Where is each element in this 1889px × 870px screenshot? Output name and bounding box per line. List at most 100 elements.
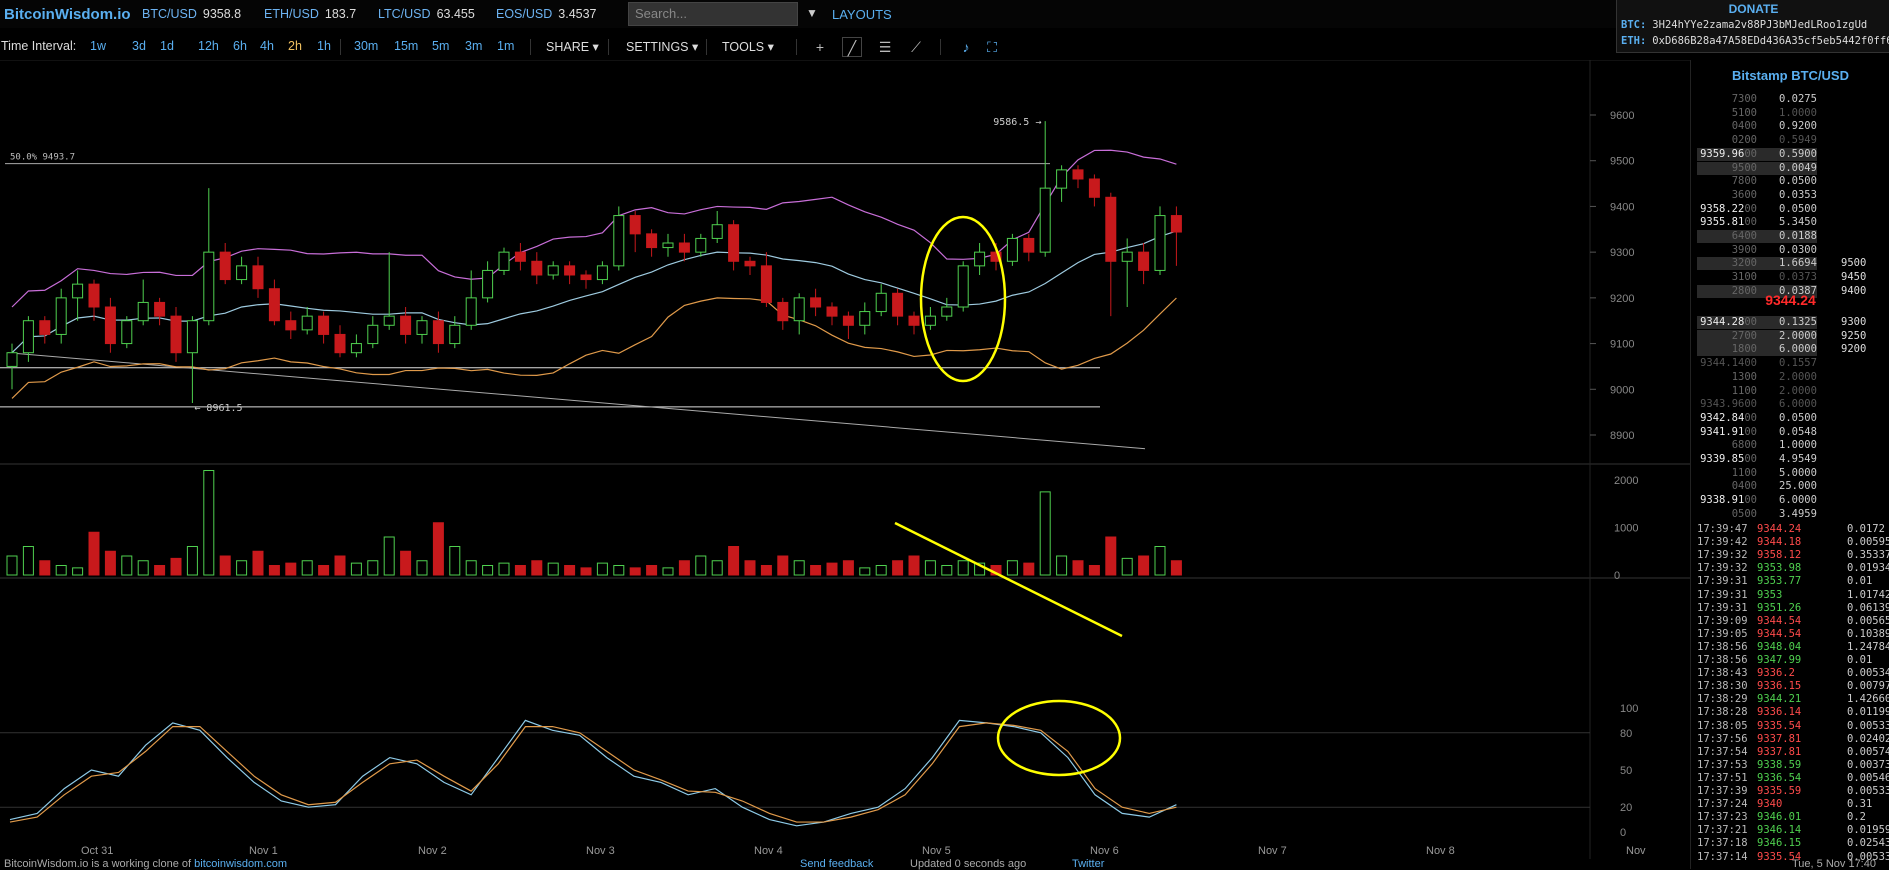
trade-amount: 0.31 xyxy=(1847,798,1873,811)
fib-tool-icon[interactable]: ⟋ xyxy=(911,39,921,55)
candle-body xyxy=(350,343,362,354)
candle-body xyxy=(186,320,198,354)
interval-5m[interactable]: 5m xyxy=(432,39,450,53)
volume-bar xyxy=(6,555,18,576)
crosshair-icon[interactable]: + xyxy=(815,39,825,55)
trade-amount: 0.00546 xyxy=(1847,771,1889,784)
trade-price: 9344.54 xyxy=(1757,614,1802,627)
order-amount: 0.0188 xyxy=(1779,230,1817,242)
volume-bar xyxy=(842,560,854,576)
candle-body xyxy=(990,251,1002,262)
interval-15m[interactable]: 15m xyxy=(394,39,419,53)
interval-1d[interactable]: 1d xyxy=(160,39,174,53)
twitter-link[interactable]: Twitter xyxy=(1072,858,1105,870)
volume-bar xyxy=(1154,546,1166,576)
trade-row: 17:39:31 9353.77 0.01 xyxy=(1697,575,1887,588)
volume-bar xyxy=(432,522,444,576)
volume-bar xyxy=(482,565,494,576)
y-tick-label: 9000 xyxy=(1610,384,1634,396)
trade-time: 17:38:30 xyxy=(1697,680,1748,693)
trade-price: 9335.54 xyxy=(1757,719,1802,732)
settings-menu[interactable]: SETTINGS ▾ xyxy=(626,40,699,54)
stoch-tick-label: 20 xyxy=(1620,802,1632,814)
candle-body xyxy=(613,215,625,267)
candle-body xyxy=(170,315,182,354)
ask-row: 2800 0.0387 9400 xyxy=(1691,284,1889,298)
candle-body xyxy=(547,265,559,276)
candle-body xyxy=(154,301,166,317)
interval-1h[interactable]: 1h xyxy=(317,39,331,53)
order-amount: 6.0000 xyxy=(1779,494,1817,507)
order-amount: 0.0387 xyxy=(1779,284,1817,297)
trade-price: 9346.01 xyxy=(1757,811,1802,824)
interval-3d[interactable]: 3d xyxy=(132,39,146,53)
trade-time: 17:39:09 xyxy=(1697,614,1748,627)
interval-4h[interactable]: 4h xyxy=(260,39,274,53)
toolbar-divider xyxy=(608,39,609,55)
candle-body xyxy=(695,237,707,253)
candle-body xyxy=(416,320,428,335)
ticker-eth[interactable]: ETH/USD 183.7 xyxy=(264,7,357,21)
horizontal-lines-icon[interactable]: ☰ xyxy=(878,39,892,55)
volume-bar xyxy=(564,565,576,576)
ticker-eos[interactable]: EOS/USD 3.4537 xyxy=(496,7,597,21)
low-label: ← 8961.5 xyxy=(194,403,242,414)
share-menu[interactable]: SHARE ▾ xyxy=(546,40,599,54)
candle-body xyxy=(728,224,740,262)
volume-bar xyxy=(531,560,543,576)
interval-2h[interactable]: 2h xyxy=(288,39,302,53)
order-price: 2700 xyxy=(1731,329,1757,342)
footer-source-link[interactable]: bitcoinwisdom.com xyxy=(194,858,288,870)
trade-price: 9347.99 xyxy=(1757,654,1802,666)
candle-body xyxy=(842,315,854,326)
ask-row: 0400 0.9200 xyxy=(1691,120,1889,133)
clock: Tue, 5 Nov 17:40 xyxy=(1792,858,1876,870)
candle-body xyxy=(482,269,494,299)
interval-1w[interactable]: 1w xyxy=(90,39,106,53)
trade-time: 17:37:23 xyxy=(1697,811,1748,824)
line-draw-icon[interactable]: ╱ xyxy=(842,37,862,57)
fullscreen-icon[interactable]: ⛶ xyxy=(987,39,997,55)
logo[interactable]: BitcoinWisdom.io xyxy=(4,6,131,23)
interval-3m[interactable]: 3m xyxy=(465,39,483,53)
ask-row: 9500 0.0049 xyxy=(1691,161,1889,175)
y-tick-label: 9600 xyxy=(1610,110,1634,122)
trade-time: 17:39:31 xyxy=(1697,575,1748,588)
tools-menu[interactable]: TOOLS ▾ xyxy=(722,40,774,54)
trade-amount: 0.00797 xyxy=(1847,680,1889,693)
interval-12h[interactable]: 12h xyxy=(198,39,219,53)
ticker-ltc[interactable]: LTC/USD 63.455 xyxy=(378,7,475,21)
candle-body xyxy=(1056,169,1068,189)
order-price: 9344.1400 xyxy=(1700,357,1757,370)
interval-30m[interactable]: 30m xyxy=(354,39,379,53)
order-price: 9339.8500 xyxy=(1700,453,1757,465)
search-dropdown-icon[interactable]: ▼ xyxy=(806,6,818,20)
ticker-btc[interactable]: BTC/USD 9358.8 xyxy=(142,7,242,21)
candle-body xyxy=(760,265,772,303)
interval-1m[interactable]: 1m xyxy=(497,39,515,53)
candle-body xyxy=(1023,237,1035,253)
price-chart[interactable]: 9600950094009300920091009000890020001000… xyxy=(0,60,1690,859)
candle-body xyxy=(449,324,461,345)
stoch-tick-label: 0 xyxy=(1620,827,1626,839)
volume-bar xyxy=(1006,560,1018,576)
candle-body xyxy=(1154,215,1166,271)
interval-6h[interactable]: 6h xyxy=(233,39,247,53)
bid-row: 0500 3.4959 xyxy=(1691,508,1889,521)
search-input[interactable]: Search... xyxy=(628,2,798,26)
feedback-link[interactable]: Send feedback xyxy=(800,858,874,870)
lower-band xyxy=(11,297,1177,399)
x-axis-label: Nov xyxy=(1626,845,1646,857)
layouts-link[interactable]: LAYOUTS xyxy=(832,7,892,22)
top-bar: BitcoinWisdom.io BTC/USD 9358.8 ETH/USD 18… xyxy=(0,0,1620,28)
alert-bell-icon[interactable]: ♪ xyxy=(962,39,970,55)
trade-amount: 0.00565 xyxy=(1847,614,1889,627)
bid-row: 6800 1.0000 xyxy=(1691,439,1889,452)
order-price: 5100 xyxy=(1731,106,1757,119)
trade-row: 17:39:09 9344.54 0.00565 xyxy=(1697,614,1889,628)
bid-row: 1800 6.0000 9200 xyxy=(1691,343,1889,357)
trade-price: 9344.21 xyxy=(1757,693,1802,706)
trade-time: 17:39:32 xyxy=(1697,562,1748,575)
order-amount: 3.4959 xyxy=(1779,507,1817,520)
time-interval-label: Time Interval: xyxy=(1,39,77,53)
